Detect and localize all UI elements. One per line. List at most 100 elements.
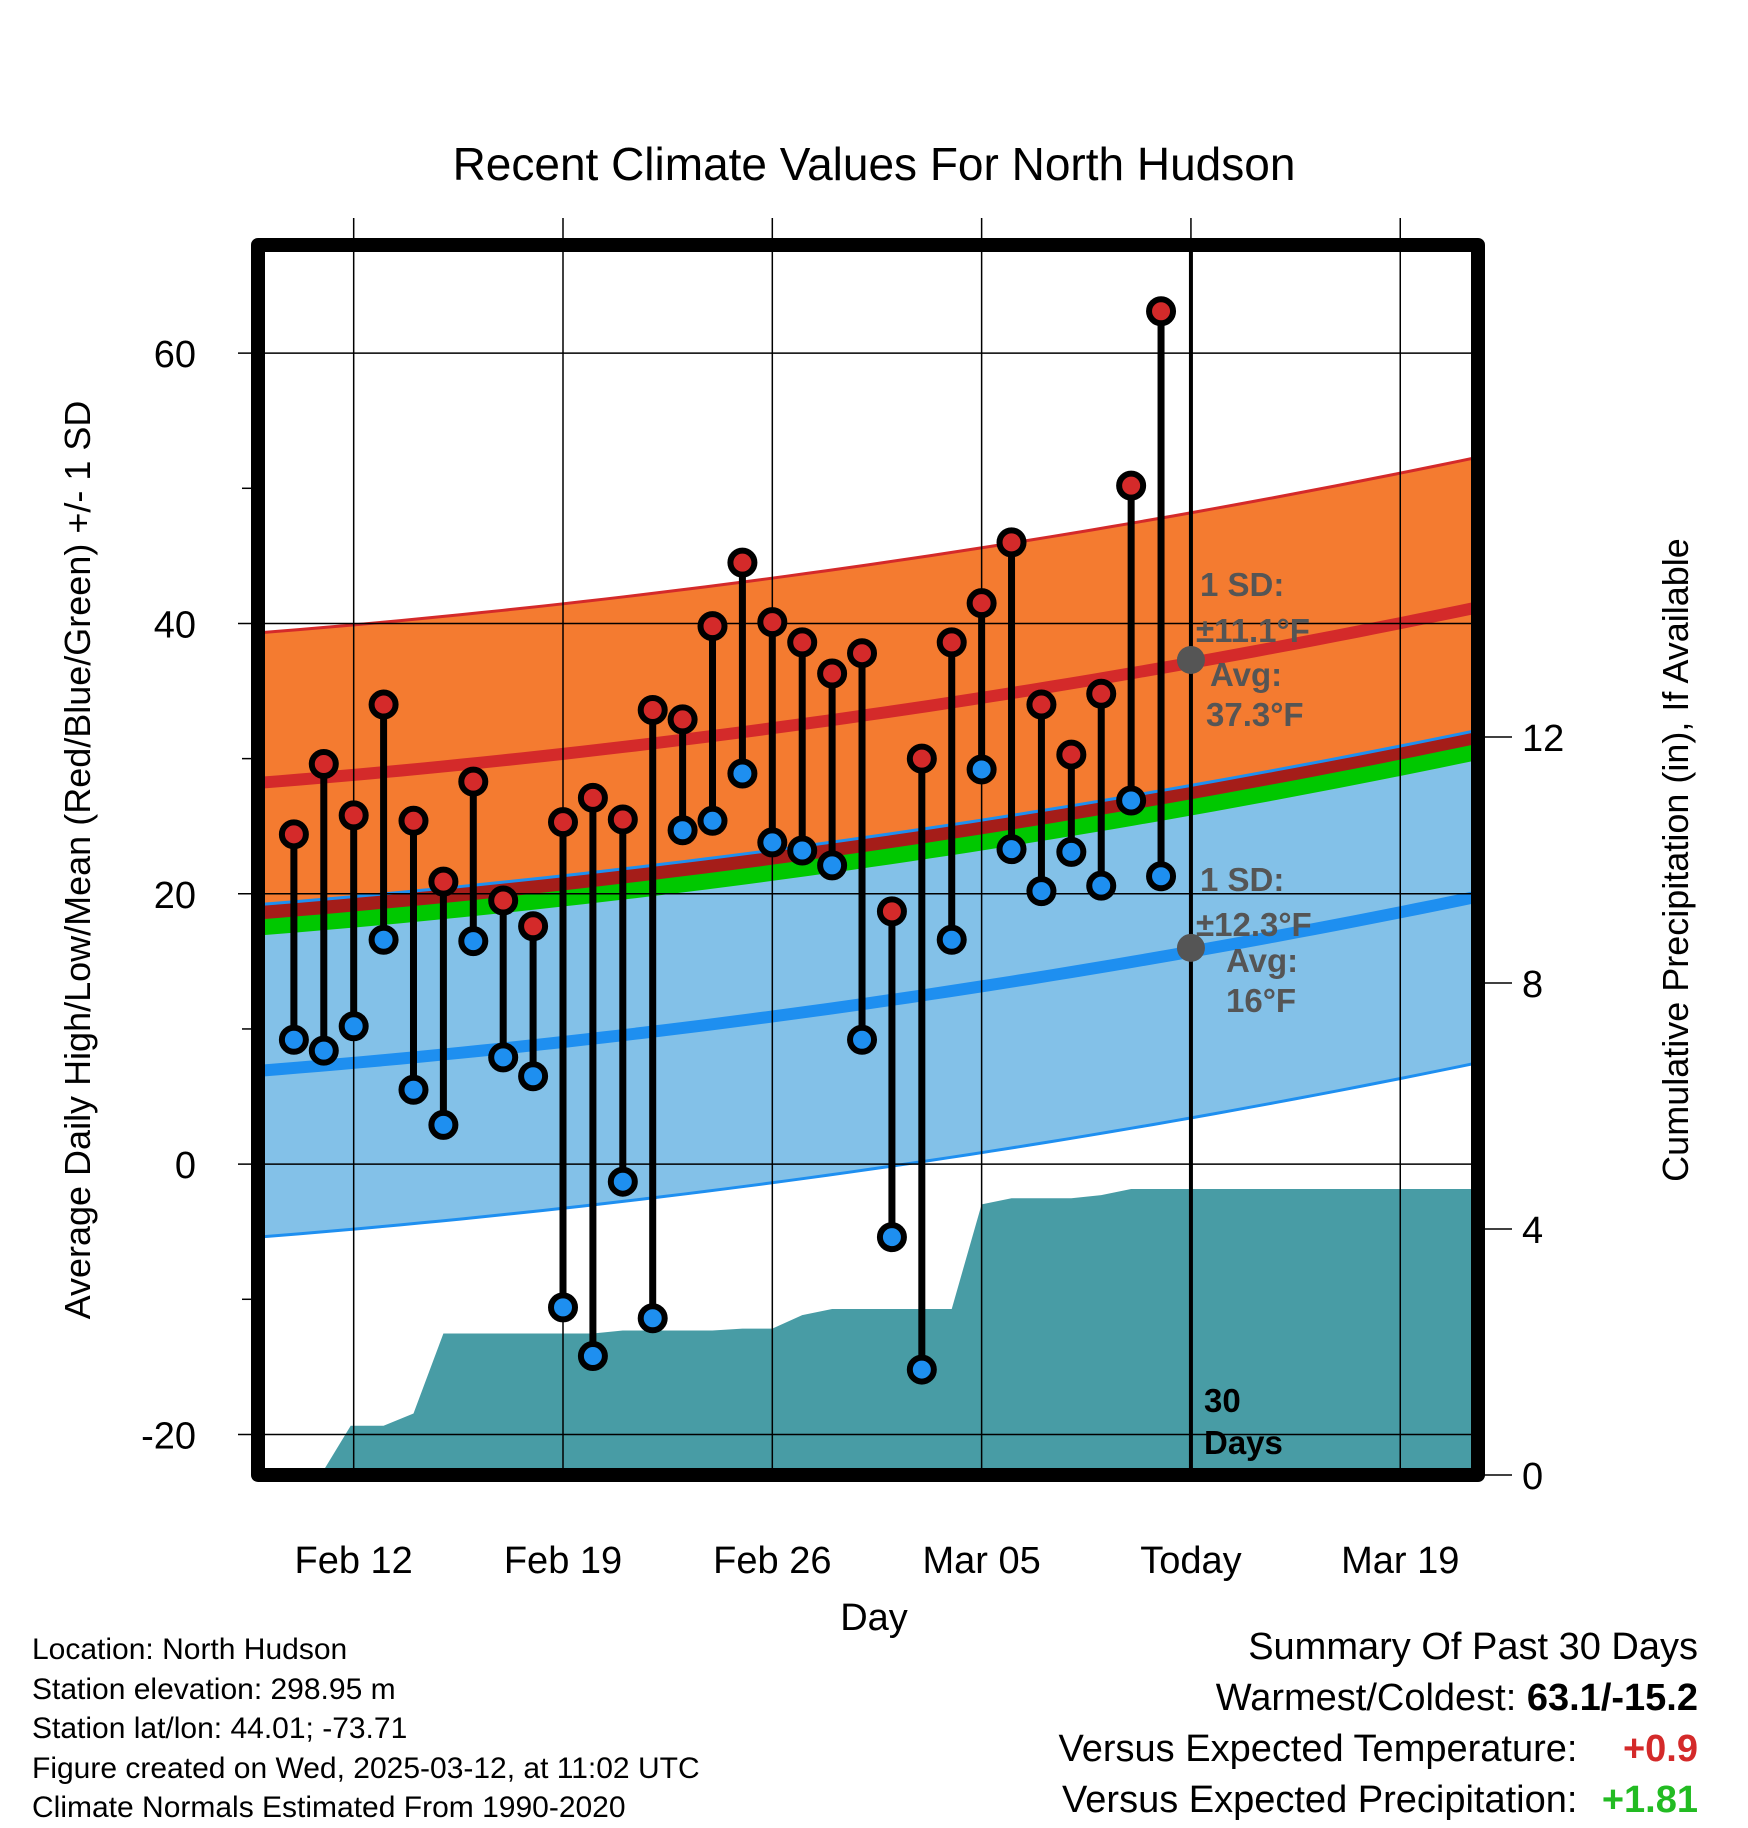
- daily-low-point: [936, 924, 967, 955]
- daily-high-point: [398, 805, 429, 836]
- station-info: Location: North Hudson Station elevation…: [32, 1630, 700, 1828]
- normal-high-line: [258, 601, 1478, 789]
- precip-value: +1.81: [1601, 1779, 1698, 1821]
- low-avg-label: Avg:: [1226, 942, 1298, 979]
- daily-high-point: [667, 704, 698, 735]
- y-axis-label: Average Daily High/Low/Mean (Red/Blue/Gr…: [57, 401, 98, 1320]
- low-sd-lower: [258, 1061, 1478, 1239]
- y2-tick-label: 8: [1522, 964, 1543, 1006]
- daily-high-point: [1146, 296, 1177, 327]
- daily-low-point: [847, 1024, 878, 1055]
- daily-high-point: [996, 527, 1027, 558]
- daily-low-point: [996, 834, 1027, 865]
- high-avg-label: Avg:: [1210, 656, 1282, 693]
- daily-low-point: [637, 1303, 668, 1334]
- normal-mean-line: [258, 744, 1478, 936]
- normal-low-line: [258, 890, 1478, 1077]
- summary-panel: Summary Of Past 30 Days Warmest/Coldest:…: [1059, 1622, 1698, 1826]
- y-tick-label: 40: [154, 604, 196, 646]
- daily-low-point: [1116, 785, 1147, 816]
- info-normals: Climate Normals Estimated From 1990-2020: [32, 1791, 626, 1824]
- y2-tick-label: 4: [1522, 1210, 1543, 1252]
- summary-precip: Versus Expected Precipitation: +1.81: [1059, 1775, 1698, 1826]
- warm-cold-label: Warmest/Coldest:: [1215, 1677, 1517, 1719]
- daily-high-point: [817, 658, 848, 689]
- today-low-avg-marker: [1176, 933, 1205, 962]
- daily-high-point: [428, 866, 459, 897]
- y-tick-label: -20: [141, 1415, 196, 1457]
- daily-high-point: [548, 807, 578, 838]
- daily-low-point: [757, 827, 788, 858]
- temp-label: Versus Expected Temperature:: [1058, 1728, 1578, 1770]
- daily-low-point: [577, 1341, 608, 1372]
- x-tick-label: Mar 05: [922, 1540, 1040, 1582]
- daily-high-point: [607, 804, 638, 835]
- daily-low-point: [518, 1061, 549, 1092]
- daily-high-point: [787, 627, 818, 658]
- daily-low-point: [1026, 876, 1057, 907]
- low-sd-label: 1 SD:: [1200, 861, 1284, 898]
- daily-low-point: [697, 805, 728, 836]
- daily-low-point: [607, 1166, 638, 1197]
- low-avg-value: 16°F: [1226, 982, 1296, 1019]
- daily-high-point: [577, 782, 608, 813]
- daily-high-point: [458, 766, 489, 797]
- daily-low-point: [398, 1074, 429, 1105]
- low-sd-upper: [258, 728, 1478, 907]
- precip-label: Versus Expected Precipitation:: [1062, 1779, 1578, 1821]
- x-tick-label: Mar 19: [1341, 1540, 1459, 1582]
- y-tick-label: 0: [175, 1145, 196, 1187]
- daily-high-point: [278, 819, 309, 850]
- x-axis-label: Day: [840, 1597, 908, 1639]
- daily-high-point: [488, 885, 519, 916]
- daily-high-point: [1026, 689, 1057, 720]
- today-high-avg-marker: [1176, 645, 1205, 674]
- info-elevation: Station elevation: 298.95 m: [32, 1672, 396, 1706]
- daily-high-point: [368, 689, 399, 720]
- daily-low-point: [906, 1354, 937, 1385]
- y-tick-label: 20: [154, 875, 196, 917]
- daily-low-point: [338, 1011, 369, 1042]
- daily-high-point: [338, 800, 369, 831]
- high-sd-label: 1 SD:: [1200, 566, 1284, 603]
- daily-high-point: [906, 743, 937, 774]
- daily-high-point: [847, 638, 878, 669]
- info-location: Location: North Hudson: [32, 1633, 348, 1666]
- daily-high-point: [518, 911, 549, 942]
- daily-low-point: [876, 1222, 907, 1253]
- y2-tick-label: 0: [1522, 1456, 1543, 1498]
- y2-axis-label: Cumulative Precipitation (in), If Availa…: [1655, 538, 1696, 1182]
- daily-high-point: [966, 588, 997, 619]
- precip-area: [258, 1189, 1478, 1475]
- daily-low-point: [278, 1024, 309, 1055]
- chart-title: Recent Climate Values For North Hudson: [453, 138, 1296, 190]
- daily-high-point: [637, 694, 668, 725]
- low-sd-value: ±12.3°F: [1196, 906, 1312, 943]
- daily-high-point: [1086, 678, 1117, 709]
- info-created: Figure created on Wed, 2025-03-12, at 11…: [32, 1751, 700, 1785]
- summary-title: Summary Of Past 30 Days: [1248, 1626, 1698, 1668]
- y-tick-label: 60: [154, 334, 196, 376]
- daily-high-point: [876, 896, 907, 927]
- daily-high-point: [757, 607, 788, 638]
- daily-high-point: [1116, 470, 1147, 501]
- daily-low-point: [458, 926, 489, 957]
- daily-low-point: [966, 754, 997, 785]
- daily-high-point: [308, 749, 339, 780]
- high-sd-value: ±11.1°F: [1196, 612, 1310, 649]
- daily-high-point: [727, 547, 758, 578]
- daily-low-point: [1146, 861, 1177, 892]
- daily-low-point: [667, 815, 698, 846]
- daily-low-point: [368, 924, 399, 955]
- x-tick-label: Feb 12: [295, 1540, 413, 1582]
- daily-low-point: [787, 835, 818, 866]
- temp-value: +0.9: [1622, 1728, 1698, 1770]
- x-tick-label: Today: [1140, 1540, 1241, 1582]
- y2-tick-label: 12: [1522, 718, 1564, 760]
- daily-low-point: [1086, 870, 1117, 901]
- daily-low-point: [428, 1109, 459, 1140]
- daily-low-point: [548, 1292, 578, 1323]
- daily-low-point: [1056, 836, 1087, 867]
- daily-low-point: [488, 1042, 519, 1073]
